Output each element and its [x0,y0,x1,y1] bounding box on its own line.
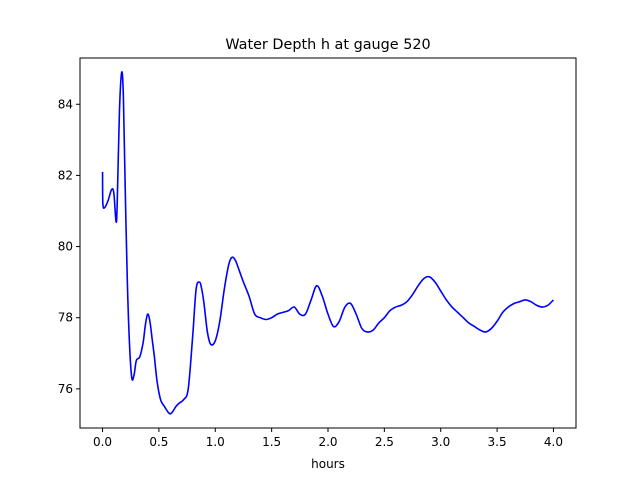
x-tick-label: 3.5 [488,435,507,449]
y-tick-label: 82 [58,168,73,182]
x-axis-ticks: 0.0 0.5 1.0 1.5 2.0 2.5 3.0 3.5 4.0 [93,428,563,449]
y-tick-label: 80 [58,240,73,254]
y-tick-label: 84 [58,97,73,111]
y-tick-label: 76 [58,382,73,396]
series-line-0 [101,71,555,415]
x-tick-label: 1.0 [206,435,225,449]
plot-area [101,71,555,415]
x-tick-label: 3.0 [431,435,450,449]
y-axis-ticks: 76 78 80 82 84 [58,97,80,396]
x-tick-label: 1.5 [262,435,281,449]
x-tick-label: 2.0 [318,435,337,449]
x-tick-label: 4.0 [544,435,563,449]
x-tick-label: 2.5 [375,435,394,449]
x-axis-label: hours [311,457,345,471]
chart-title: Water Depth h at gauge 520 [225,37,430,53]
axes-frame [79,57,577,429]
y-tick-label: 78 [58,311,73,325]
x-tick-label: 0.0 [93,435,112,449]
x-tick-label: 0.5 [149,435,168,449]
